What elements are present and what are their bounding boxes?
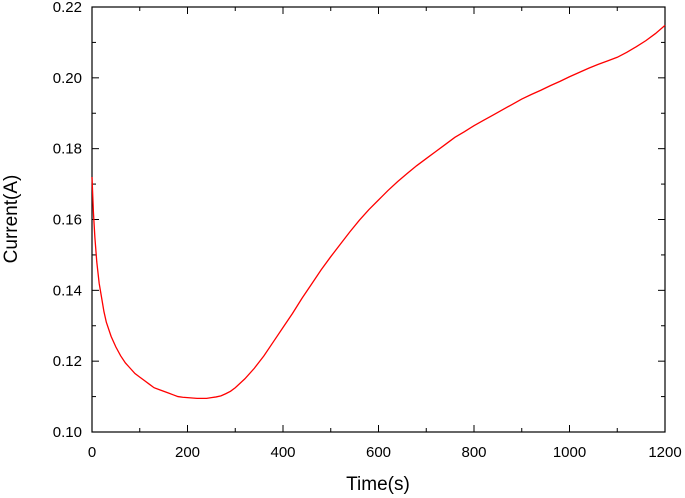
x-tick-label: 600 xyxy=(366,444,391,461)
y-tick-label: 0.12 xyxy=(53,353,82,370)
y-tick-label: 0.16 xyxy=(53,212,82,229)
y-tick-label: 0.20 xyxy=(53,70,82,87)
x-tick-label: 800 xyxy=(461,444,486,461)
x-tick-label: 1000 xyxy=(553,444,586,461)
y-tick-label: 0.14 xyxy=(53,282,82,299)
x-tick-label: 0 xyxy=(88,444,96,461)
plot-frame xyxy=(91,6,666,433)
x-tick-label: 1200 xyxy=(648,444,681,461)
y-tick-label: 0.22 xyxy=(53,0,82,16)
tick-labels: 0 200 400 600 800 1000 1200 0.10 0.12 0.14 0.16 0.1… xyxy=(53,0,682,461)
x-tick-label: 400 xyxy=(270,444,295,461)
y-tick-label: 0.10 xyxy=(53,424,82,441)
y-axis-title: Current(A) xyxy=(1,175,22,264)
series-line xyxy=(91,24,666,399)
y-tick-label: 0.18 xyxy=(53,141,82,158)
x-axis-title: Time(s) xyxy=(346,474,410,495)
x-tick-label: 200 xyxy=(175,444,200,461)
ticks xyxy=(91,6,666,433)
